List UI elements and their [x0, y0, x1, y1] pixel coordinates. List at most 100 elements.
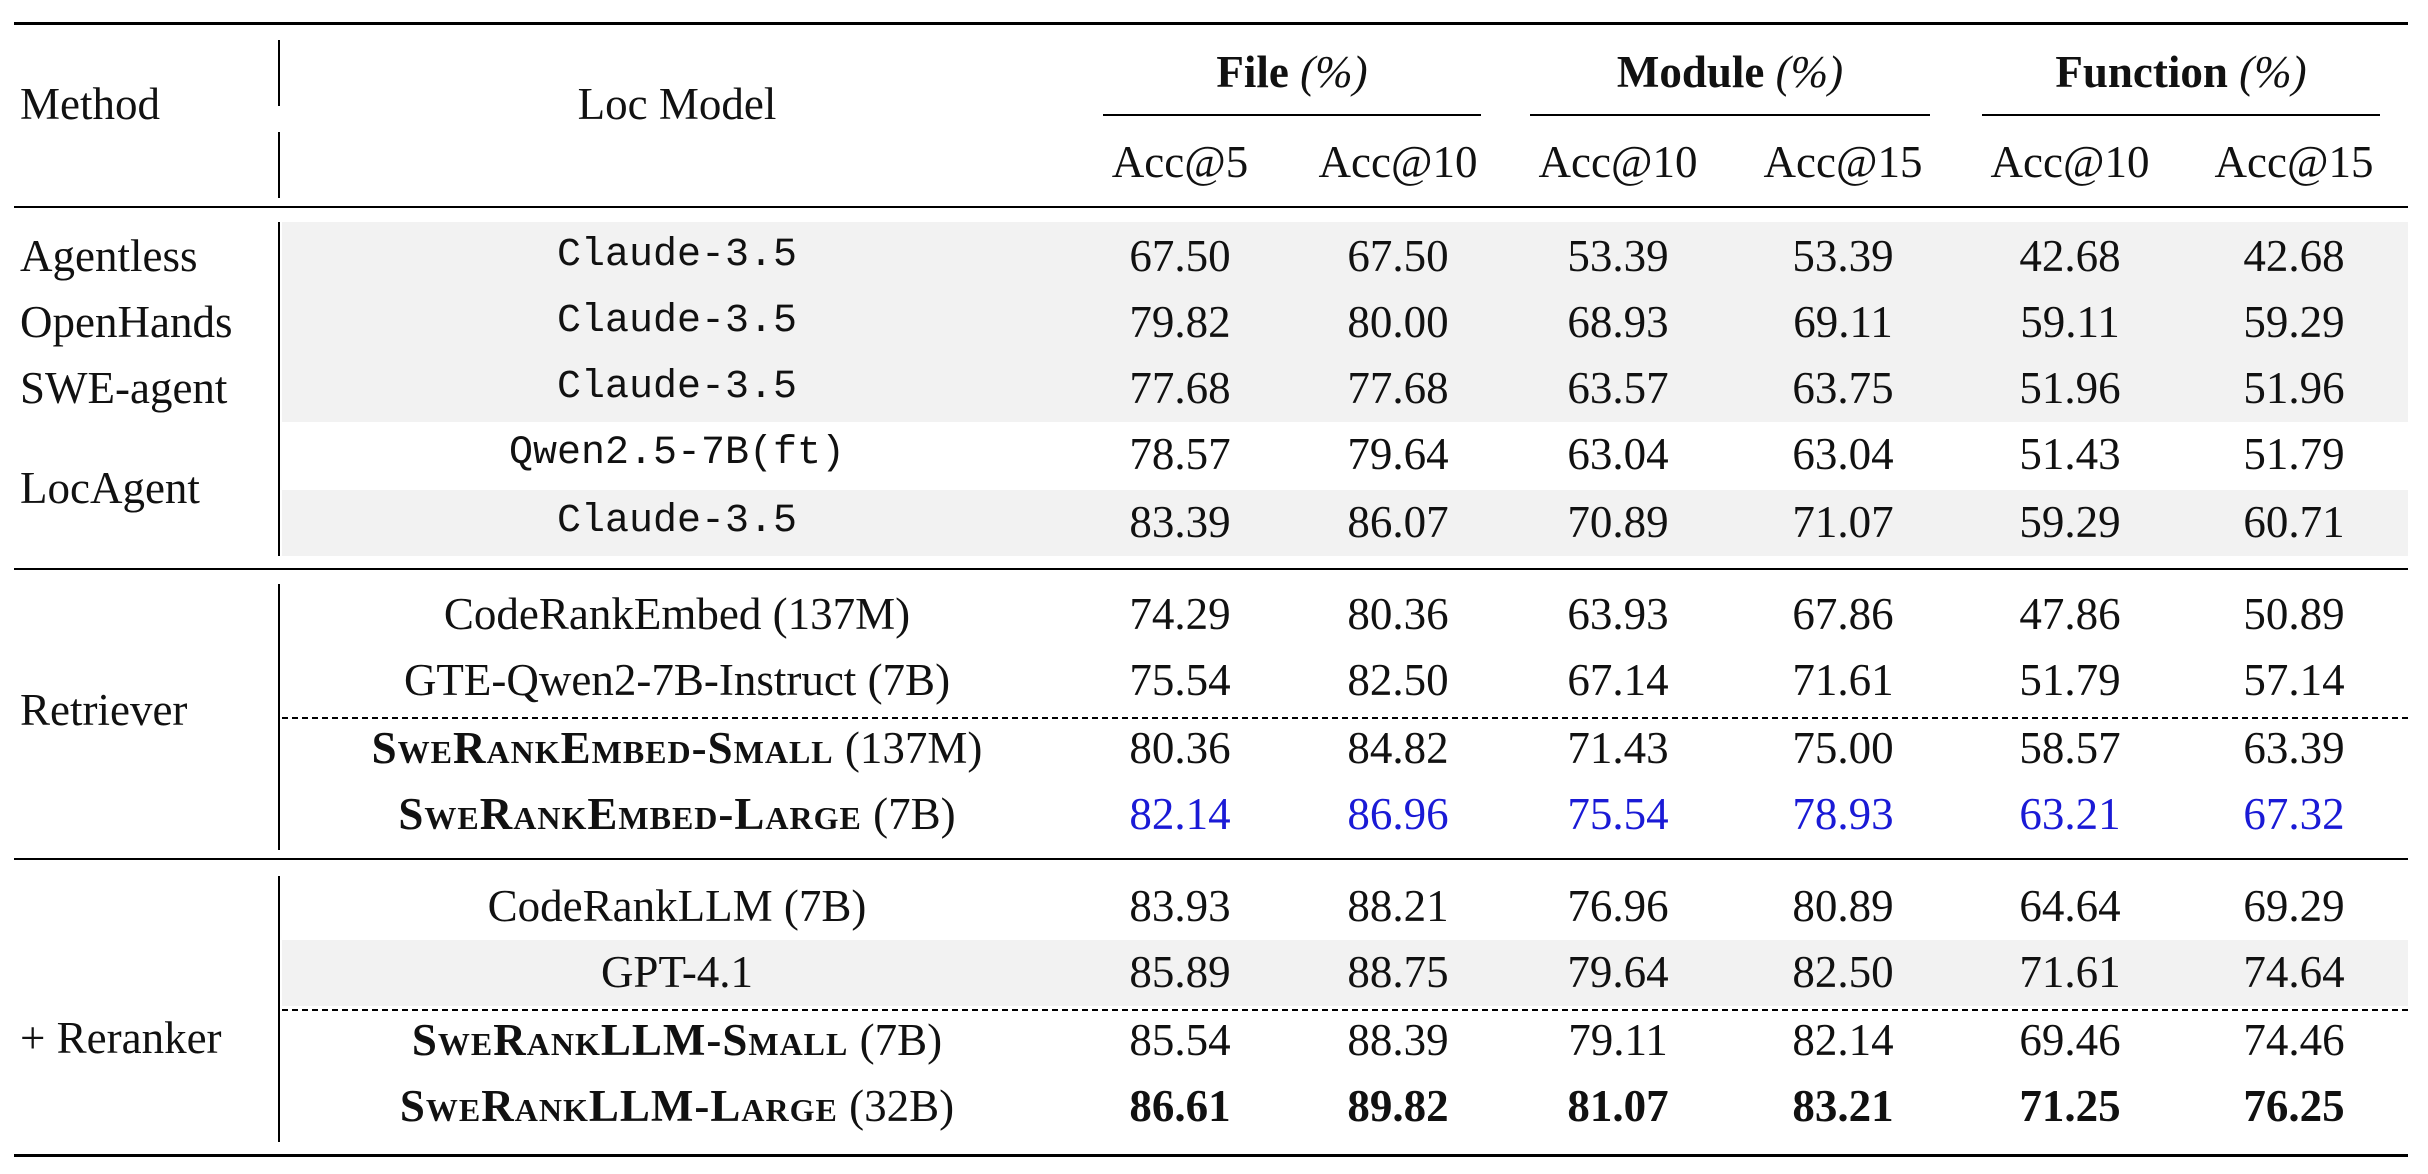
- value-cell: 84.82: [1347, 723, 1449, 773]
- group-underline-file: [1103, 114, 1481, 116]
- value-cell: 85.89: [1129, 947, 1231, 997]
- value-cell: 67.14: [1567, 655, 1669, 705]
- value-cell: 78.57: [1129, 429, 1231, 479]
- header-loc-model: Loc Model: [577, 79, 777, 129]
- value-cell: 78.93: [1792, 789, 1894, 839]
- value-cell: 67.32: [2243, 789, 2345, 839]
- value-cell: 80.00: [1347, 297, 1449, 347]
- value-cell: 53.39: [1567, 231, 1669, 281]
- header-rule: [14, 206, 2408, 208]
- loc-model: Claude-3.5: [556, 365, 798, 410]
- header-vline: [278, 132, 280, 198]
- loc-model-ours: SweRankEmbed-Large (7B): [398, 789, 956, 839]
- value-cell: 53.39: [1792, 231, 1894, 281]
- value-cell: 86.07: [1347, 497, 1449, 547]
- bottom-rule: [14, 1154, 2408, 1157]
- value-cell: 80.36: [1129, 723, 1231, 773]
- loc-model: CodeRankEmbed (137M): [443, 589, 911, 639]
- value-cell: 67.50: [1347, 231, 1449, 281]
- value-cell: 63.93: [1567, 589, 1669, 639]
- loc-model: Qwen2.5-7B(ft): [508, 431, 846, 476]
- value-cell: 71.07: [1792, 497, 1894, 547]
- method-label: SWE-agent: [20, 363, 228, 413]
- loc-model: Claude-3.5: [556, 233, 798, 278]
- value-cell: 64.64: [2019, 881, 2121, 931]
- value-cell: 69.29: [2243, 881, 2345, 931]
- value-cell: 70.89: [1567, 497, 1669, 547]
- value-cell: 82.50: [1792, 947, 1894, 997]
- value-cell: 75.54: [1567, 789, 1669, 839]
- value-cell: 79.64: [1567, 947, 1669, 997]
- value-cell: 76.96: [1567, 881, 1669, 931]
- value-cell: 71.61: [1792, 655, 1894, 705]
- value-cell: 68.93: [1567, 297, 1669, 347]
- value-cell: 83.39: [1129, 497, 1231, 547]
- loc-model: GTE-Qwen2-7B-Instruct (7B): [403, 655, 951, 705]
- value-cell: 59.29: [2243, 297, 2345, 347]
- section-vline: [278, 584, 280, 850]
- value-cell: 63.57: [1567, 363, 1669, 413]
- value-cell: 50.89: [2243, 589, 2345, 639]
- value-cell: 47.86: [2019, 589, 2121, 639]
- value-cell: 69.11: [1793, 297, 1893, 347]
- header-method: Method: [20, 79, 160, 129]
- value-cell: 71.25: [2019, 1081, 2121, 1131]
- value-cell: 60.71: [2243, 497, 2345, 547]
- value-cell: 63.75: [1792, 363, 1894, 413]
- value-cell: 75.54: [1129, 655, 1231, 705]
- section-rule: [14, 568, 2408, 570]
- value-cell: 88.39: [1347, 1015, 1449, 1065]
- value-cell: 71.61: [2019, 947, 2121, 997]
- loc-model: Claude-3.5: [556, 299, 798, 344]
- value-cell: 63.21: [2019, 789, 2121, 839]
- loc-model-ours: SweRankLLM-Small (7B): [411, 1015, 943, 1065]
- loc-model: Claude-3.5: [556, 499, 798, 544]
- section-label-retriever: Retriever: [20, 685, 188, 735]
- header-group-file: File (%): [1216, 47, 1368, 97]
- value-cell: 71.43: [1567, 723, 1669, 773]
- value-cell: 81.07: [1567, 1081, 1669, 1131]
- value-cell: 51.96: [2019, 363, 2121, 413]
- value-cell: 79.64: [1347, 429, 1449, 479]
- value-cell: 82.14: [1792, 1015, 1894, 1065]
- top-rule: [14, 22, 2408, 25]
- value-cell: 83.93: [1129, 881, 1231, 931]
- method-label: Agentless: [20, 231, 198, 281]
- value-cell: 76.25: [2243, 1081, 2345, 1131]
- header-group-module: Module (%): [1616, 47, 1844, 97]
- value-cell: 51.79: [2019, 655, 2121, 705]
- header-vline: [278, 40, 280, 106]
- header-group-function: Function (%): [2055, 47, 2307, 97]
- loc-model-ours: SweRankLLM-Large (32B): [399, 1081, 955, 1131]
- section-vline: [278, 876, 280, 1142]
- value-cell: 58.57: [2019, 723, 2121, 773]
- group-underline-module: [1530, 114, 1930, 116]
- value-cell: 69.46: [2019, 1015, 2121, 1065]
- value-cell: 63.39: [2243, 723, 2345, 773]
- value-cell: 59.29: [2019, 497, 2121, 547]
- loc-model: CodeRankLLM (7B): [487, 881, 867, 931]
- header-col: Acc@10: [1538, 137, 1698, 187]
- value-cell: 42.68: [2019, 231, 2121, 281]
- dashed-separator: [282, 717, 2408, 719]
- section-rule: [14, 858, 2408, 860]
- value-cell: 82.14: [1129, 789, 1231, 839]
- value-cell: 77.68: [1347, 363, 1449, 413]
- value-cell: 82.50: [1347, 655, 1449, 705]
- value-cell: 51.79: [2243, 429, 2345, 479]
- value-cell: 77.68: [1129, 363, 1231, 413]
- method-label: LocAgent: [20, 463, 200, 513]
- method-label: OpenHands: [20, 297, 233, 347]
- value-cell: 67.50: [1129, 231, 1231, 281]
- header-col: Acc@15: [1763, 137, 1923, 187]
- value-cell: 83.21: [1792, 1081, 1894, 1131]
- value-cell: 51.96: [2243, 363, 2345, 413]
- value-cell: 88.75: [1347, 947, 1449, 997]
- value-cell: 57.14: [2243, 655, 2345, 705]
- row-shade: [282, 222, 2408, 422]
- loc-model: GPT-4.1: [600, 947, 754, 997]
- header-col: Acc@10: [1990, 137, 2150, 187]
- section-label-reranker: + Reranker: [20, 1013, 222, 1063]
- value-cell: 74.46: [2243, 1015, 2345, 1065]
